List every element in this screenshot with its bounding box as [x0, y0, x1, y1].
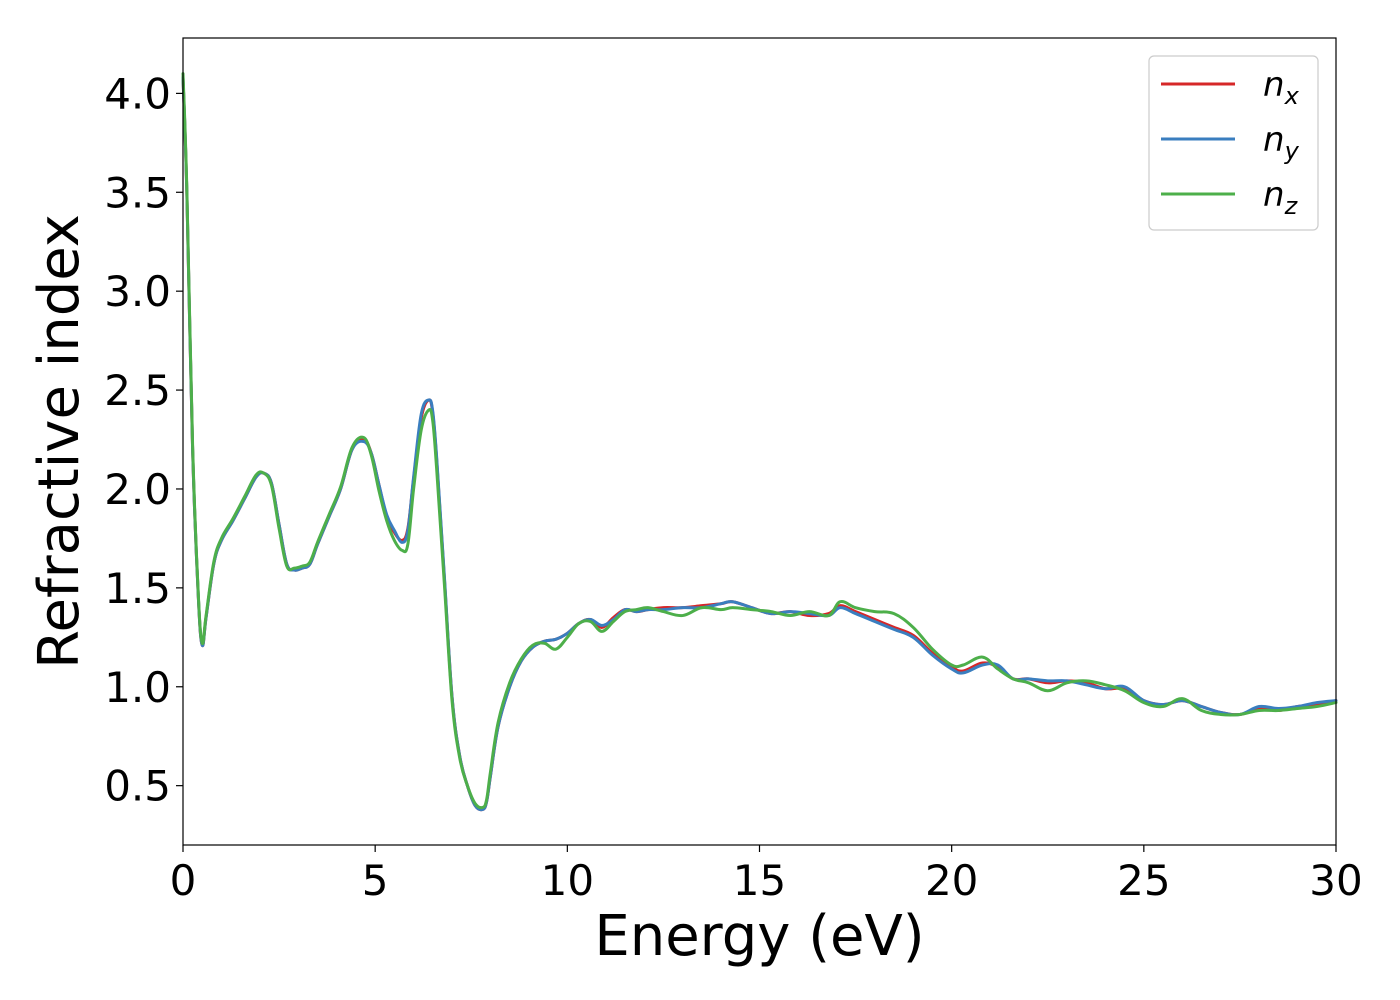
series-layer	[181, 72, 1338, 812]
y-tick-label: 3.0	[104, 267, 171, 316]
y-tick-label: 2.5	[104, 366, 171, 415]
y-tick-label: 1.0	[104, 663, 171, 712]
legend-entry-y: ny	[1161, 120, 1300, 165]
legend-label-z: nz	[1263, 175, 1299, 220]
legend-label-x: nx	[1263, 65, 1300, 110]
x-tick-label: 0	[170, 856, 197, 905]
x-axis-title: Energy (eV)	[594, 904, 924, 969]
x-tick-label: 25	[1117, 856, 1170, 905]
y-axis-ticks: 0.5 1.0 1.5 2.0 2.5 3.0 3.5 4.0	[104, 69, 183, 811]
legend-entry-z: nz	[1161, 175, 1299, 220]
x-axis-ticks: 0 5 10 15 20 25 30	[170, 845, 1363, 905]
y-tick-label: 3.5	[104, 168, 171, 217]
legend: nx ny nz	[1148, 55, 1319, 231]
x-tick-label: 5	[362, 856, 389, 905]
legend-box	[1148, 55, 1319, 231]
x-tick-label: 15	[733, 856, 786, 905]
series-line-z	[181, 72, 1338, 810]
y-tick-label: 4.0	[104, 69, 171, 118]
x-tick-label: 30	[1309, 856, 1362, 905]
x-tick-label: 20	[925, 856, 978, 905]
legend-entry-x: nx	[1161, 65, 1300, 110]
y-tick-label: 1.5	[104, 564, 171, 613]
legend-label-y: ny	[1263, 120, 1300, 165]
y-tick-label: 2.0	[104, 465, 171, 514]
y-axis-title: Refractive index	[27, 214, 92, 669]
y-tick-label: 0.5	[104, 762, 171, 811]
x-tick-label: 10	[541, 856, 594, 905]
